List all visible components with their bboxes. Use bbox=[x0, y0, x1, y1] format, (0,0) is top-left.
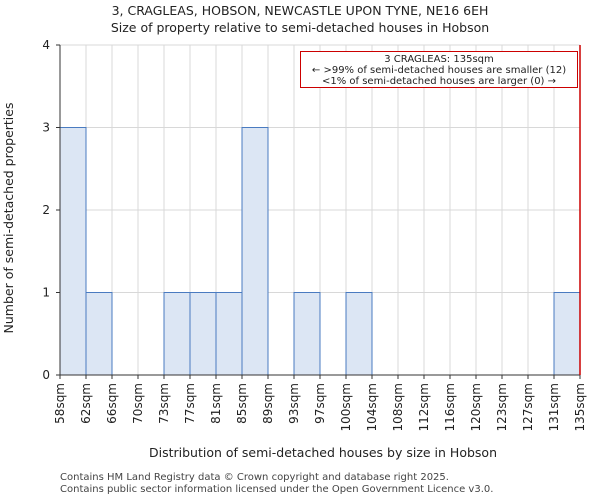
annotation-line-1: 3 CRAGLEAS: 135sqm bbox=[384, 54, 494, 65]
x-tick-label: 81sqm bbox=[209, 383, 223, 424]
chart-subtitle: Size of property relative to semi-detach… bbox=[110, 20, 490, 35]
histogram-bar bbox=[553, 292, 581, 376]
x-tick-label: 97sqm bbox=[313, 383, 327, 424]
histogram-bar bbox=[241, 127, 269, 376]
histogram-bar bbox=[293, 292, 321, 376]
x-tick-label: 131sqm bbox=[547, 383, 561, 431]
y-tick-label: 4 bbox=[42, 38, 50, 52]
x-tick-label: 104sqm bbox=[365, 383, 379, 431]
histogram-bar bbox=[59, 127, 87, 376]
x-tick-label: 100sqm bbox=[339, 383, 353, 431]
marker-annotation: 3 CRAGLEAS: 135sqm ← >99% of semi-detach… bbox=[300, 51, 578, 88]
x-tick-label: 85sqm bbox=[235, 383, 249, 424]
x-tick-label: 123sqm bbox=[495, 383, 509, 431]
y-tick-label: 3 bbox=[42, 121, 50, 135]
x-tick-label: 93sqm bbox=[287, 383, 301, 424]
chart-title: 3, CRAGLEAS, HOBSON, NEWCASTLE UPON TYNE… bbox=[111, 3, 489, 18]
histogram-bar bbox=[215, 292, 243, 376]
x-tick-label: 112sqm bbox=[417, 383, 431, 431]
x-tick-label: 58sqm bbox=[53, 383, 67, 424]
annotation-line-3: <1% of semi-detached houses are larger (… bbox=[321, 76, 557, 87]
histogram-bar bbox=[85, 292, 113, 376]
x-tick-label: 89sqm bbox=[261, 383, 275, 424]
x-tick-label: 73sqm bbox=[157, 383, 171, 424]
x-tick-label: 135sqm bbox=[573, 383, 587, 431]
y-tick-label: 2 bbox=[42, 203, 50, 217]
y-tick-label: 0 bbox=[42, 368, 50, 382]
y-axis-label: Number of semi-detached properties bbox=[1, 103, 16, 334]
histogram-bar bbox=[163, 292, 191, 376]
x-tick-label: 120sqm bbox=[469, 383, 483, 431]
x-tick-label: 70sqm bbox=[131, 383, 145, 424]
histogram-bar bbox=[345, 292, 373, 376]
x-tick-label: 108sqm bbox=[391, 383, 405, 431]
y-tick-label: 1 bbox=[42, 286, 50, 300]
x-tick-label: 116sqm bbox=[443, 383, 457, 431]
x-tick-label: 62sqm bbox=[79, 383, 93, 424]
x-tick-label: 66sqm bbox=[105, 383, 119, 424]
x-tick-label: 77sqm bbox=[183, 383, 197, 424]
x-tick-label: 127sqm bbox=[521, 383, 535, 431]
x-axis-label: Distribution of semi-detached houses by … bbox=[149, 445, 497, 460]
histogram-bar bbox=[189, 292, 217, 376]
footer-line-1: Contains HM Land Registry data © Crown c… bbox=[60, 472, 449, 483]
annotation-line-2: ← >99% of semi-detached houses are small… bbox=[311, 65, 567, 76]
footer-line-2: Contains public sector information licen… bbox=[60, 484, 494, 495]
